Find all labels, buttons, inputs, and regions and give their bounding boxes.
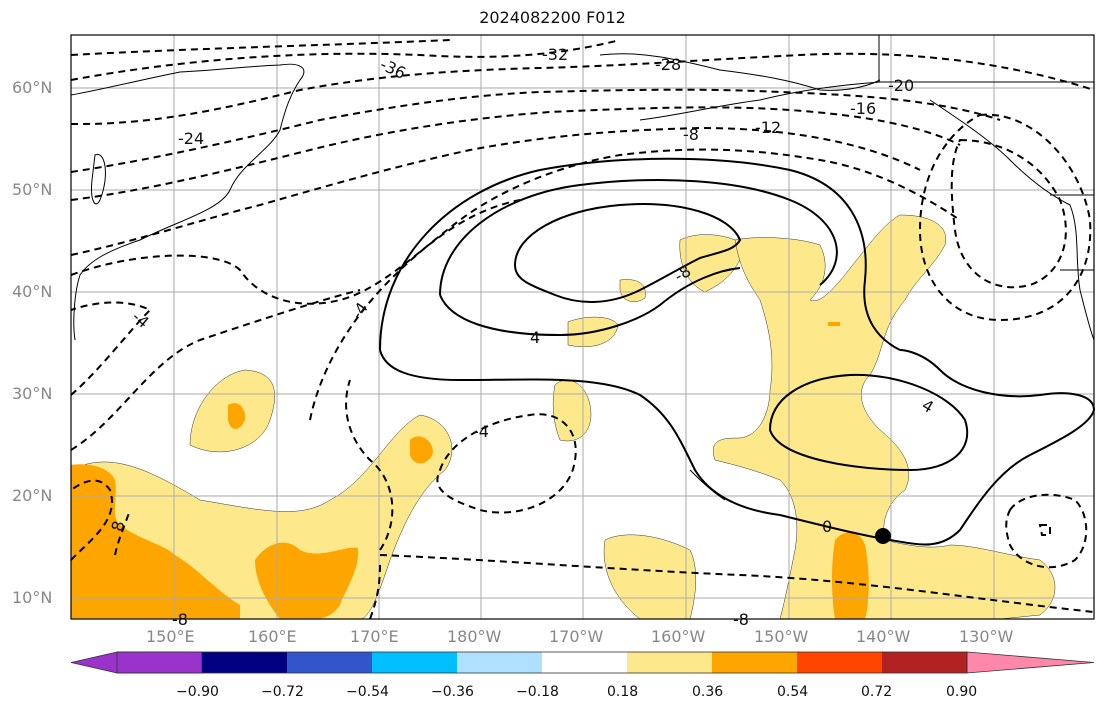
contour-label: 8 [107,519,128,534]
colorbar-tick: −0.90 [176,684,219,700]
colorbar-tick: 0.54 [777,684,809,700]
colorbar-tick: 0.18 [607,684,639,700]
lon-label-160w: 160°W [651,627,706,646]
lat-label-10n: 10°N [12,588,53,607]
colorbar-segment [882,652,967,673]
lat-label-30n: 30°N [12,384,53,403]
colorbar-tick: −0.36 [431,684,474,700]
shading-orange [71,322,869,619]
lon-label-140w: 140°W [856,627,911,646]
lon-label-180w: 180°W [447,627,502,646]
colorbar-tick: −0.54 [346,684,389,700]
colorbar-tick: −0.18 [516,684,559,700]
contour-label: -8 [683,125,699,144]
contour-label: -32 [542,45,568,64]
colorbar-segment [457,652,542,673]
lat-label-50n: 50°N [12,180,53,199]
lon-label-160e: 160°E [248,627,297,646]
colorbar-segment [712,652,797,673]
colorbar-segment [797,652,882,673]
colorbar-segment [70,651,203,674]
colorbar-segment [202,652,287,673]
graticule [71,35,1094,619]
contour-label: -28 [655,55,681,74]
lat-label-40n: 40°N [12,282,53,301]
map-title: 2024082200 F012 [479,8,626,27]
coastlines [70,35,1095,501]
colorbar [70,651,1095,674]
lon-label-130w: 130°W [959,627,1014,646]
map-frame [70,34,1095,620]
colorbar-segment [627,652,712,673]
colorbar-segment [542,652,627,673]
contours-positive [379,157,1096,546]
colorbar-segment [966,651,1095,674]
contours-negative [70,39,1095,620]
lon-label-170w: 170°W [549,627,604,646]
contour-label: -12 [755,118,781,137]
contour-label: 0 [822,517,832,536]
station-marker [875,528,891,544]
lon-label-150w: 150°W [754,627,809,646]
colorbar-tick: 0.36 [692,684,724,700]
colorbar-segment [287,652,372,673]
contour-label: -20 [888,76,914,95]
lat-label-60n: 60°N [12,78,53,97]
colorbar-tick: 0.90 [946,684,978,700]
colorbar-frame [116,651,968,674]
colorbar-tick: 0.72 [861,684,893,700]
colorbar-tick: −0.72 [261,684,304,700]
lat-label-20n: 20°N [12,486,53,505]
contour-label: -16 [850,99,876,118]
lon-label-170e: 170°E [350,627,399,646]
contour-label: -4 [473,422,489,441]
contour-label: 4 [530,328,540,347]
lon-label-150e: 150°E [146,627,195,646]
colorbar-segment [372,652,457,673]
contour-label: -24 [178,129,204,148]
